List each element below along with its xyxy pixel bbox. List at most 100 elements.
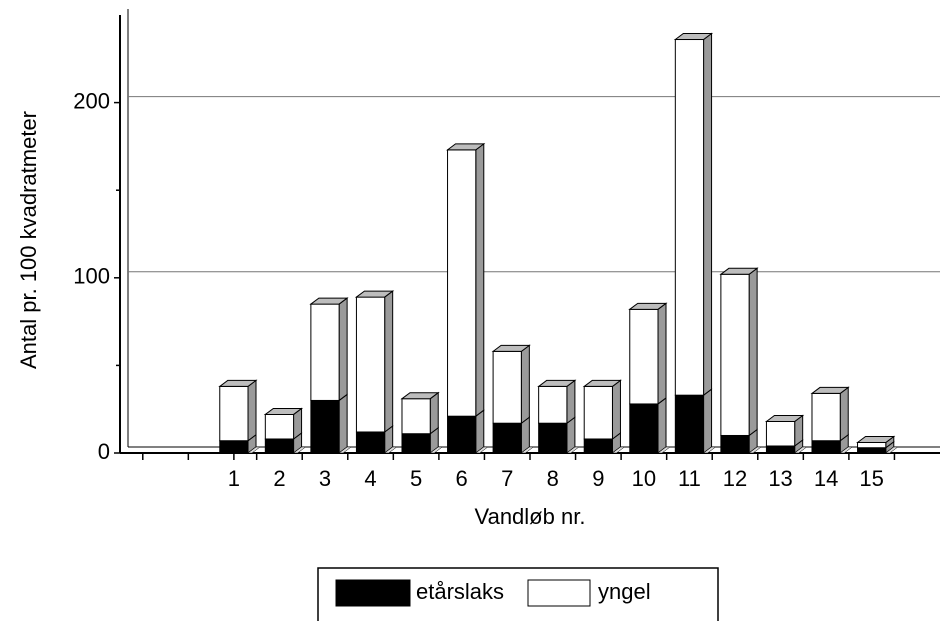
bar-top (582, 379, 622, 387)
bar-top (263, 407, 304, 415)
bar-segment (401, 433, 431, 454)
bar-top (856, 435, 896, 443)
bar-segment (720, 434, 750, 454)
bar-segment (219, 440, 249, 454)
bar-side (611, 379, 621, 440)
bar-segment (310, 303, 340, 401)
bar-floor-side (885, 446, 899, 454)
bar-top (491, 344, 531, 352)
bar-segment (310, 399, 340, 454)
bar-segment (629, 403, 659, 454)
bar-top (673, 33, 714, 41)
bar-side (247, 379, 257, 442)
bar-top (537, 379, 577, 387)
bar-segment (583, 385, 613, 440)
bar-floor-side (566, 446, 580, 454)
bar-segment (857, 447, 887, 454)
legend-swatch (527, 579, 591, 607)
bar-segment (674, 39, 705, 396)
bar-side (384, 290, 394, 433)
bar-side (748, 267, 758, 437)
bar-floor-side (702, 446, 717, 454)
y-tick-label: 0 (98, 439, 110, 464)
bar-side (520, 344, 530, 425)
bar-floor-side (611, 446, 626, 454)
bar-segment (492, 422, 522, 454)
bar-top (446, 143, 486, 151)
bar-floor-side (292, 446, 307, 454)
x-tick-label: 8 (547, 466, 559, 491)
bar-side (566, 379, 576, 425)
bar-side (475, 142, 485, 418)
bar-side (338, 393, 348, 454)
bar-top (628, 302, 668, 310)
bar-segment (811, 392, 841, 442)
bar-floor-side (383, 446, 398, 454)
bar-floor-side (475, 446, 489, 454)
bar-top (764, 414, 805, 422)
bar-segment (583, 438, 613, 454)
y-tick-label: 200 (73, 88, 110, 113)
bar-floor-side (748, 446, 762, 454)
bar-segment (538, 422, 568, 454)
bar-segment (447, 415, 477, 454)
bar-segment (674, 394, 705, 454)
bar-segment (720, 273, 750, 436)
bar-segment (355, 431, 386, 454)
bar-floor-side (338, 446, 352, 454)
bar-segment (492, 350, 522, 424)
legend-label: yngel (598, 579, 651, 604)
x-tick-label: 5 (410, 466, 422, 491)
bar-segment (629, 308, 659, 405)
bar-top (309, 297, 349, 305)
bar-segment (811, 440, 841, 454)
bar-floor-side (793, 446, 808, 454)
bar-floor-side (520, 446, 535, 454)
bar-side (475, 409, 485, 454)
bar-side (703, 32, 713, 397)
bar-top (810, 386, 850, 394)
bar-floor-side (839, 446, 853, 454)
x-tick-label: 1 (228, 466, 240, 491)
bar-segment (264, 438, 295, 454)
bar-side (429, 391, 439, 435)
x-axis-label: Vandløb nr. (475, 504, 586, 529)
bar-side (657, 302, 667, 405)
x-tick-label: 3 (319, 466, 331, 491)
x-tick-label: 12 (723, 466, 747, 491)
legend-swatch (335, 579, 411, 607)
bar-top (218, 379, 258, 387)
bar-segment (765, 445, 796, 454)
bar-floor-side (657, 446, 671, 454)
bar-segment (355, 296, 386, 433)
x-tick-label: 15 (859, 466, 883, 491)
x-tick-label: 13 (768, 466, 792, 491)
bar-side (338, 297, 348, 402)
x-tick-label: 2 (273, 466, 285, 491)
bar-floor-side (429, 446, 443, 454)
bar-top (354, 290, 395, 298)
x-tick-label: 11 (678, 466, 701, 491)
bar-segment (857, 441, 887, 449)
bar-top (400, 392, 440, 400)
y-axis-label: Antal pr. 100 kvadratmeter (16, 111, 41, 369)
x-tick-label: 4 (364, 466, 376, 491)
x-tick-label: 14 (814, 466, 838, 491)
x-tick-label: 6 (456, 466, 468, 491)
x-tick-label: 10 (632, 466, 656, 491)
bar-segment (447, 149, 477, 417)
bar-segment (219, 385, 249, 442)
bar-side (703, 388, 713, 454)
bar-segment (538, 385, 568, 424)
x-tick-label: 7 (501, 466, 513, 491)
bar-top (719, 267, 759, 275)
bar-segment (264, 413, 295, 440)
legend-label: etårslaks (416, 579, 504, 604)
bar-side (839, 386, 849, 442)
bar-side (657, 396, 667, 454)
x-tick-label: 9 (592, 466, 604, 491)
bar-segment (765, 420, 796, 447)
bar-floor-side (247, 446, 261, 454)
bar-segment (401, 398, 431, 435)
